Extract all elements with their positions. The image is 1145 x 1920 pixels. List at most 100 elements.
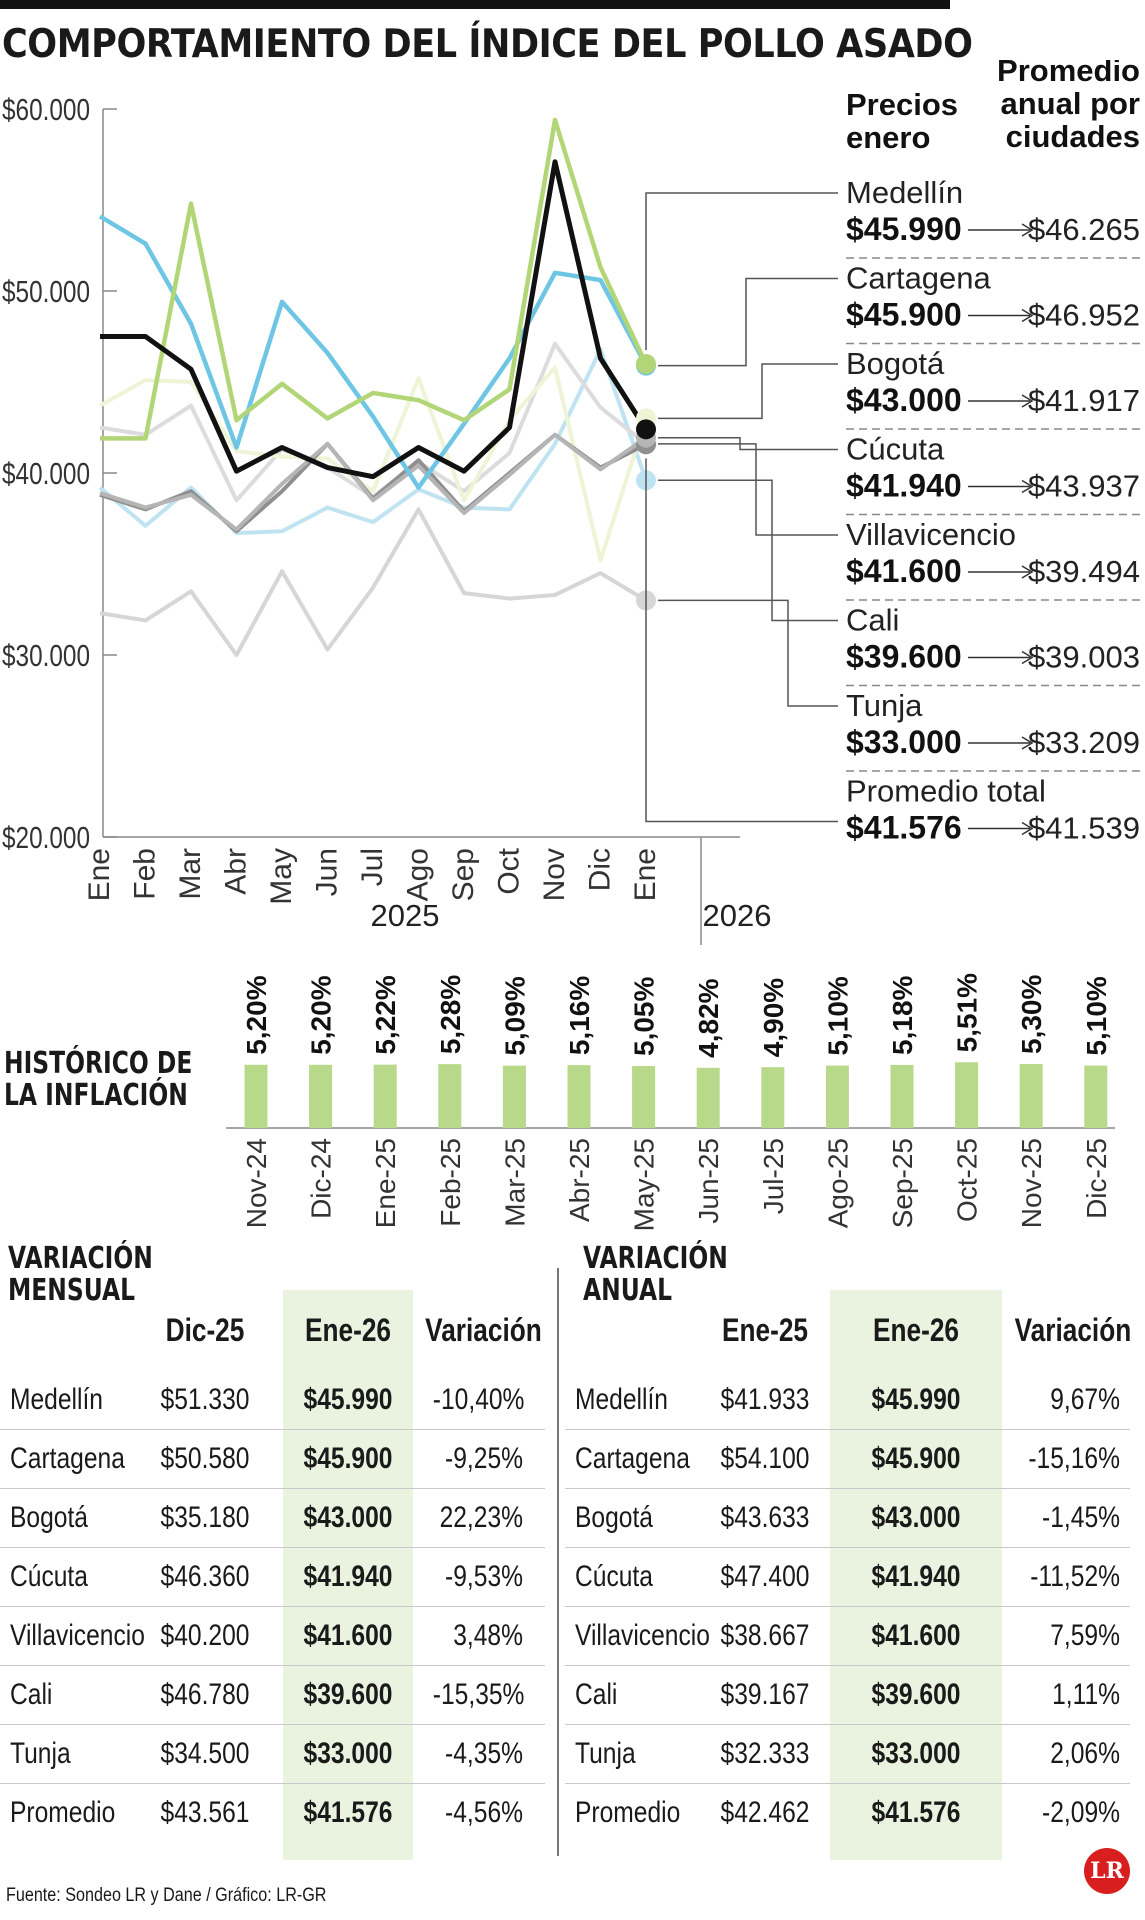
- x-tick-label: Feb: [129, 848, 162, 900]
- city-name-cartagena: Cartagena: [846, 261, 992, 296]
- annual-avg-cali: $39.003: [1028, 640, 1140, 675]
- connector-villavicencio: [658, 443, 838, 536]
- monthly-cell-prev: $35.180: [160, 1501, 250, 1534]
- connector-medellin: [645, 192, 838, 350]
- bar-category-label-dic-25: Dic-25: [1081, 1138, 1112, 1219]
- bar-value-label-nov-25: 5,30%: [1016, 975, 1047, 1054]
- monthly-cell-current: $41.600: [303, 1619, 393, 1652]
- page-title: COMPORTAMIENTO DEL ÍNDICE DEL POLLO ASAD…: [2, 22, 973, 67]
- monthly-cell-current: $43.000: [303, 1501, 393, 1534]
- monthly-cell-current: $33.000: [303, 1737, 393, 1770]
- annual-cell-city: Cúcuta: [575, 1560, 653, 1593]
- series-line-promedio-total-4: [99, 432, 647, 534]
- bar-sep-25: [890, 1064, 914, 1128]
- jan-price-bogota: $43.000: [846, 382, 962, 418]
- annual-cell-variation: -2,09%: [1042, 1796, 1120, 1829]
- city-name-bogota: Bogotá: [846, 346, 945, 381]
- annual-cell-current: $45.900: [871, 1442, 961, 1475]
- connector-tunja: [658, 599, 838, 707]
- annual-cell-current: $39.600: [871, 1678, 961, 1711]
- city-name-promedio-total: Promedio total: [846, 774, 1046, 809]
- bar-category-label-nov-25: Nov-25: [1016, 1138, 1047, 1228]
- annual-cell-prev: $47.400: [720, 1560, 810, 1593]
- x-tick-label: Sep: [447, 848, 480, 901]
- annual-cell-city: Bogotá: [575, 1501, 653, 1534]
- bar-jul-25: [761, 1067, 785, 1128]
- bar-category-label-nov-24: Nov-24: [241, 1138, 272, 1228]
- bar-category-label-mar-25: Mar-25: [499, 1138, 530, 1227]
- monthly-title-line2: MENSUAL: [8, 1273, 136, 1308]
- connector-cali: [658, 479, 838, 622]
- monthly-row-bogota: Bogotá $35.180 $43.000 22,23%: [0, 1488, 545, 1548]
- monthly-cell-current: $41.576: [303, 1796, 393, 1829]
- annual-cell-city: Medellín: [575, 1383, 668, 1416]
- column-header-promedio-line3: ciudades: [1006, 119, 1140, 154]
- monthly-row-cucuta: Cúcuta $46.360 $41.940 -9,53%: [0, 1547, 545, 1607]
- bar-value-label-feb-25: 5,28%: [435, 975, 466, 1054]
- arrow-head-medellin: [1021, 223, 1034, 237]
- jan-price-cali: $39.600: [846, 639, 962, 675]
- bar-value-label-dic-25: 5,10%: [1081, 976, 1112, 1055]
- x-tick-label: Ene: [629, 848, 662, 901]
- annual-cell-current: $41.576: [871, 1796, 961, 1829]
- monthly-cell-city: Promedio: [10, 1796, 116, 1829]
- annual-title-line2: ANUAL: [583, 1273, 673, 1308]
- series-line-cartagena-6: [98, 214, 648, 490]
- monthly-cell-variation: -10,40%: [432, 1383, 525, 1416]
- tables-divider: [557, 1268, 559, 1856]
- monthly-highlight-column: [283, 1290, 413, 1860]
- annual-row-cali: Cali $39.167 $39.600 1,11%: [565, 1665, 1130, 1725]
- inflation-title: HISTÓRICO DE LA INFLACIÓN: [4, 1048, 192, 1112]
- bar-category-label-may-25: May-25: [629, 1138, 660, 1230]
- annual-cell-prev: $32.333: [720, 1737, 810, 1770]
- jan-price-cartagena: $45.900: [846, 297, 962, 333]
- jan-price-tunja: $33.000: [846, 724, 962, 760]
- monthly-cell-prev: $40.200: [160, 1619, 250, 1652]
- city-name-tunja: Tunja: [846, 688, 923, 723]
- column-header-promedio-line2: anual por: [1000, 86, 1140, 121]
- annual-row-cartagena: Cartagena $54.100 $45.900 -15,16%: [565, 1429, 1130, 1489]
- bar-value-label-ene-25: 5,22%: [370, 975, 401, 1054]
- arrow-head-cartagena: [1021, 308, 1034, 323]
- x-tick-label: Ago: [402, 848, 435, 901]
- annual-cell-variation: 9,67%: [1050, 1383, 1120, 1416]
- x-tick-label: Ene: [83, 848, 116, 901]
- annual-avg-cartagena: $46.952: [1028, 298, 1140, 333]
- monthly-title-line1: VARIACIÓN: [8, 1241, 153, 1276]
- annual-header-variacion: Variación: [1014, 1312, 1132, 1348]
- monthly-header-variacion: Variación: [425, 1312, 542, 1348]
- bar-category-label-oct-25: Oct-25: [952, 1138, 983, 1222]
- bar-nov-25: [1019, 1064, 1043, 1128]
- bar-category-label-abr-25: Abr-25: [564, 1138, 595, 1222]
- bar-value-label-ago-25: 5,10%: [822, 976, 853, 1055]
- x-tick-label: Dic: [584, 848, 617, 891]
- monthly-cell-prev: $46.780: [160, 1678, 250, 1711]
- source-note: Fuente: Sondeo LR y Dane / Gráfico: LR-G…: [6, 1885, 327, 1906]
- inflation-title-line2: LA INFLACIÓN: [4, 1078, 188, 1113]
- x-tick-label: Mar: [174, 848, 207, 900]
- y-tick-label: $40.000: [2, 456, 90, 491]
- annual-cell-prev: $41.933: [720, 1383, 810, 1416]
- arrow-head-cucuta: [1021, 479, 1034, 494]
- annual-avg-cucuta: $43.937: [1028, 469, 1140, 504]
- monthly-cell-variation: -4,56%: [445, 1796, 523, 1829]
- series-line-cucuta-5: [99, 432, 648, 532]
- bar-category-label-dic-24: Dic-24: [306, 1138, 337, 1219]
- monthly-cell-city: Tunja: [10, 1737, 71, 1770]
- annual-header-ene26: Ene-26: [872, 1312, 960, 1348]
- annual-cell-current: $43.000: [871, 1501, 961, 1534]
- city-name-cucuta: Cúcuta: [846, 432, 945, 467]
- annual-cell-city: Villavicencio: [575, 1619, 710, 1652]
- annual-cell-prev: $42.462: [720, 1796, 810, 1829]
- annual-table: Ene-25 Ene-26 Variación Medellín $41.933 $…: [565, 1290, 1132, 1870]
- series-line-tunja-0: [99, 507, 648, 657]
- y-tick-label: $30.000: [2, 638, 90, 673]
- annual-cell-city: Cali: [575, 1678, 618, 1711]
- connector-cartagena: [658, 277, 838, 367]
- column-header-precios-line1: Precios: [846, 87, 958, 122]
- monthly-title: VARIACIÓN MENSUAL: [8, 1243, 153, 1307]
- monthly-cell-variation: -4,35%: [445, 1737, 523, 1770]
- jan-price-medellin: $45.990: [846, 211, 962, 247]
- annual-header-ene25: Ene-25: [721, 1312, 809, 1348]
